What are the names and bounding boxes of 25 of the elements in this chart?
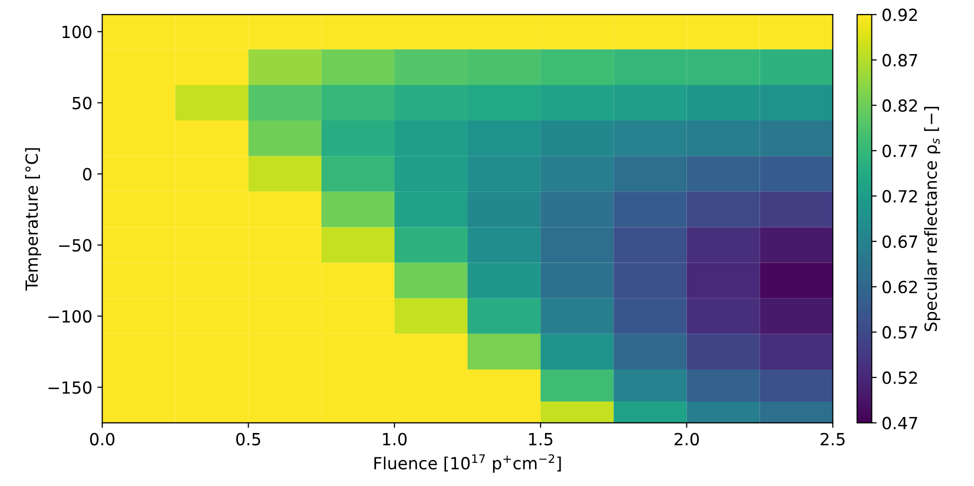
x-tick-label: 1.0 bbox=[383, 432, 407, 446]
color-bar-label: 0.47 bbox=[882, 416, 918, 430]
x-tick-label: 0.5 bbox=[236, 432, 260, 446]
x-tick-label: 2.0 bbox=[674, 432, 699, 446]
color-bar-label: 0.57 bbox=[882, 326, 918, 339]
color-bar-title: Specular reflectance ρ$_{s}$ [−] bbox=[924, 106, 940, 332]
y-tick-label: 0 bbox=[83, 168, 92, 180]
color-bar-label: 0.82 bbox=[882, 99, 917, 112]
color-bar-label: 0.77 bbox=[882, 144, 918, 158]
x-axis-title: Fluence [10$^{17}$ p$^{+}$cm$^{−2}$] bbox=[374, 454, 561, 473]
color-bar-label: 0.72 bbox=[882, 190, 917, 203]
color-bar-label: 0.87 bbox=[882, 54, 918, 67]
y-axis-title: Temperature [°C] bbox=[25, 148, 42, 291]
x-tick-label: 0.0 bbox=[90, 432, 114, 446]
y-tick-label: 100 bbox=[62, 26, 92, 38]
x-tick-label: 2.5 bbox=[820, 432, 845, 446]
y-tick-label: −150 bbox=[48, 381, 92, 394]
color-bar-label: 0.62 bbox=[882, 280, 917, 294]
y-tick-label: −50 bbox=[59, 238, 92, 252]
y-tick-label: −100 bbox=[48, 310, 92, 323]
x-tick-label: 1.5 bbox=[529, 433, 552, 446]
y-tick-label: 50 bbox=[72, 96, 92, 110]
color-bar-label: 0.67 bbox=[882, 235, 918, 248]
color-bar-label: 0.92 bbox=[882, 8, 917, 22]
color-bar-label: 0.52 bbox=[882, 371, 917, 384]
